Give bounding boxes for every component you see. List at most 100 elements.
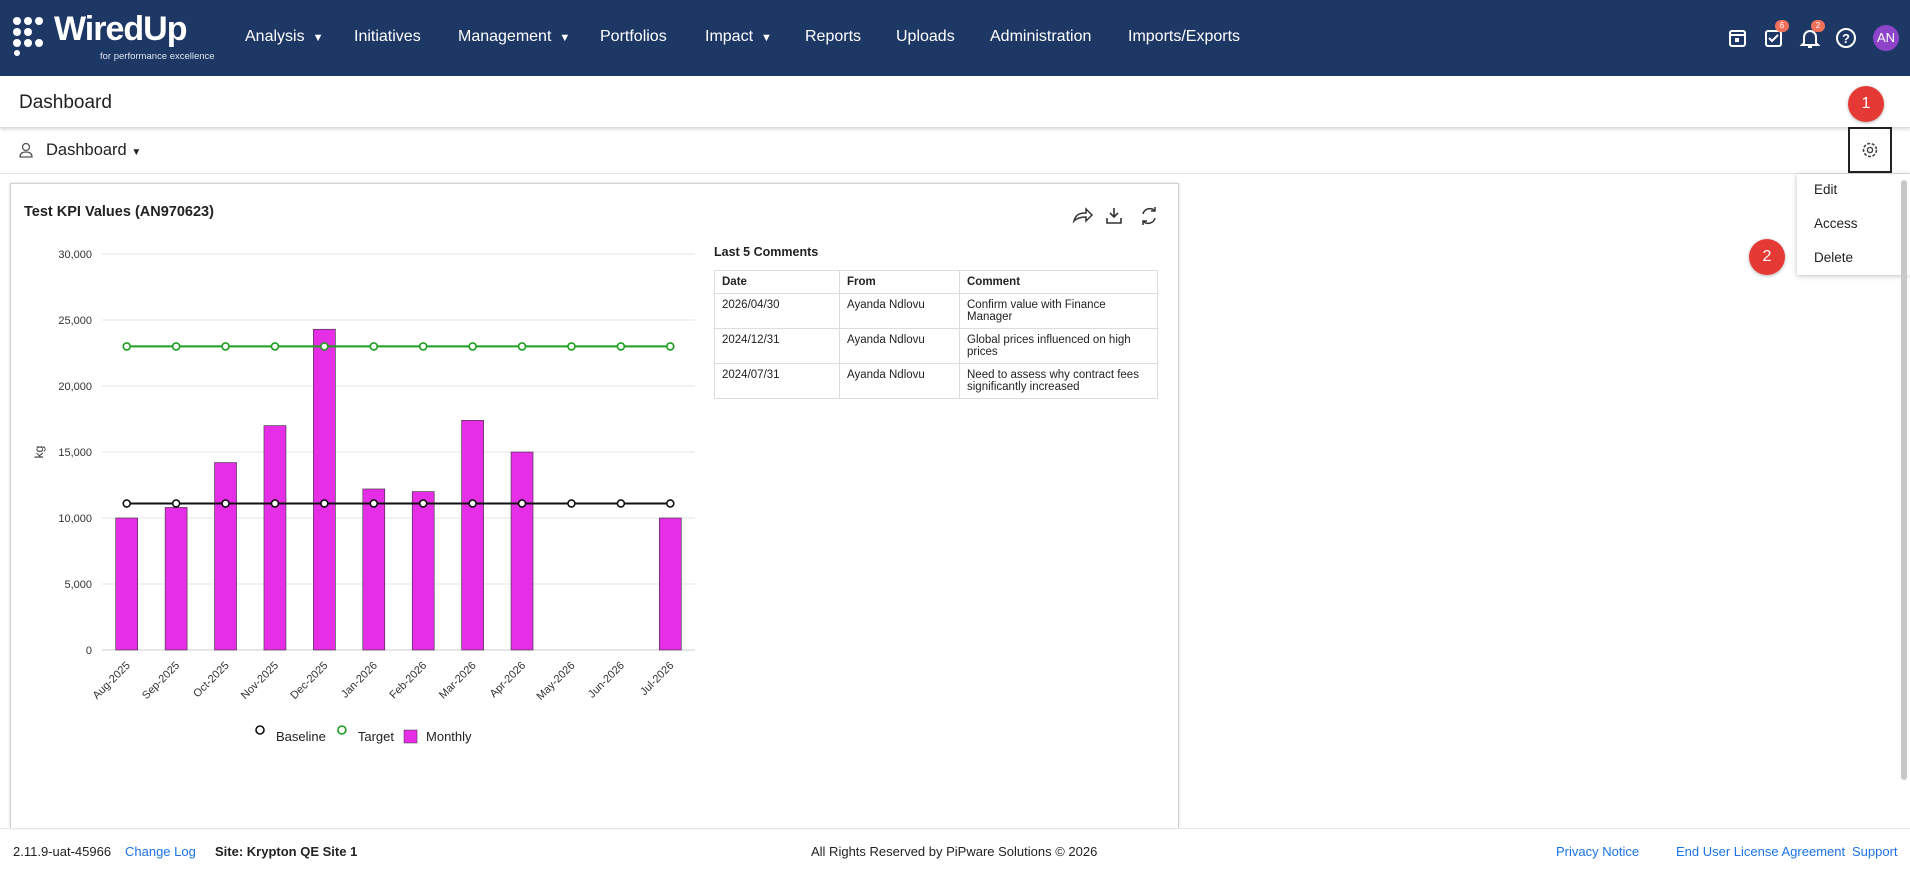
nav-item[interactable]: Imports/Exports (1128, 28, 1240, 46)
line-point (221, 342, 230, 351)
cell: 2024/07/31 (714, 363, 840, 399)
legend-swatch (255, 725, 265, 735)
header-row: Date From Comment (714, 270, 1158, 294)
x-tick-label: Aug-2025 (91, 660, 133, 702)
legend-label: Monthly (426, 729, 472, 744)
nav-label: Analysis (245, 28, 305, 45)
cell: Ayanda Ndlovu (839, 293, 960, 329)
changelog-link[interactable]: Change Log (125, 844, 196, 859)
line-point (665, 342, 675, 351)
menu-item[interactable]: Edit (1814, 182, 1838, 197)
cell: Confirm value with Finance Manager (959, 293, 1158, 329)
nav-label: Uploads (896, 28, 955, 45)
cell: Ayanda Ndlovu (839, 328, 960, 364)
nav-item[interactable]: Management ▼ (458, 28, 570, 46)
avatar[interactable]: AN (1873, 25, 1899, 51)
line-point (122, 499, 132, 508)
tasks-icon[interactable] (1762, 26, 1786, 50)
footer: 2.11.9-uat-45966 Change Log Site: Krypto… (0, 828, 1910, 873)
bar (658, 517, 682, 651)
caret: ▼ (761, 32, 772, 44)
settings-button[interactable] (1848, 127, 1892, 173)
comments-title: Last 5 Comments (714, 245, 819, 259)
share-icon[interactable] (1072, 207, 1094, 224)
comment-row: 2024/07/31 Ayanda Ndlovu Need to assess wh… (714, 363, 1158, 399)
line-point (517, 342, 527, 351)
nav-item[interactable]: Portfolios (600, 28, 667, 46)
x-tick-label: Feb-2026 (388, 660, 430, 702)
calendar-icon[interactable] (1726, 26, 1750, 50)
download-icon[interactable] (1106, 208, 1122, 224)
dashboard-selector[interactable]: Dashboard ▼ (46, 141, 142, 159)
x-tick-label: Dec-2025 (288, 660, 330, 702)
y-tick-label: 10,000 (58, 513, 92, 525)
logo[interactable]: WiredUp (54, 10, 187, 48)
help-icon[interactable]: ? (1834, 26, 1858, 50)
legend-swatch (403, 729, 418, 744)
menu-item[interactable]: Access (1814, 216, 1858, 231)
logo-dots (13, 17, 43, 56)
cell: Global prices influenced on high prices (959, 328, 1158, 364)
legend-label: Baseline (276, 729, 326, 744)
bar (263, 425, 287, 651)
y-tick-label: 25,000 (58, 315, 92, 327)
site: Site: Krypton QE Site 1 (215, 844, 358, 859)
callout-badge: 2 (1749, 239, 1785, 275)
bell-icon[interactable] (1798, 26, 1822, 50)
nav-item[interactable]: Reports (805, 28, 861, 46)
x-tick-label: May-2026 (535, 660, 578, 703)
privacy-link[interactable]: Privacy Notice (1556, 844, 1640, 859)
bar (362, 488, 386, 651)
comment-row: 2024/12/31 Ayanda Ndlovu Global prices inf… (714, 328, 1158, 364)
bar (461, 420, 484, 651)
y-axis-label: kg (32, 446, 46, 459)
bar (164, 507, 188, 651)
nav-item[interactable]: Analysis ▼ (245, 28, 323, 46)
line-point (418, 499, 428, 508)
caret: ▼ (559, 32, 571, 44)
legend-swatch (337, 725, 347, 735)
line-point (320, 499, 329, 508)
nav-label: Imports/Exports (1128, 28, 1241, 45)
nav-item[interactable]: Impact ▼ (705, 28, 772, 46)
refresh-icon[interactable] (1142, 207, 1156, 225)
legend-label: Target (358, 729, 395, 744)
support-link[interactable]: Support (1852, 844, 1898, 859)
line-point (468, 499, 477, 508)
nav-item[interactable]: Uploads (896, 28, 955, 46)
cell: Ayanda Ndlovu (839, 363, 960, 399)
eula-link[interactable]: End User License Agreement (1676, 844, 1846, 859)
copyright: All Rights Reserved by PiPware Solutions… (811, 844, 1098, 859)
svg-text:?: ? (1842, 31, 1850, 46)
line-point (567, 499, 576, 508)
line-point (665, 499, 675, 508)
menu-item[interactable]: Delete (1814, 250, 1854, 265)
column-header: From (839, 270, 960, 294)
nav-label: Administration (990, 28, 1092, 45)
x-tick-label: Apr-2026 (488, 660, 528, 700)
bar (214, 462, 237, 651)
task-badge: 6 (1775, 20, 1789, 32)
y-tick-label: 30,000 (58, 249, 92, 261)
widget-card: Test KPI Values (AN970623) 0 5,000 10,000 1… (10, 183, 1179, 828)
x-tick-label: Oct-2025 (191, 660, 231, 700)
bar (115, 517, 139, 651)
page-header: Dashboard (0, 76, 1910, 128)
x-tick-label: Jun-2026 (586, 660, 627, 701)
version: 2.11.9-uat-45966 (13, 844, 112, 859)
line-point (320, 342, 329, 351)
comments-table: Date From Comment 2026/04/30 Ayanda Ndlovu C… (714, 270, 1158, 399)
x-tick-label: Jan-2026 (339, 660, 380, 701)
dashboard-bar: Dashboard ▼ (0, 127, 1910, 174)
gear-icon (1862, 142, 1878, 158)
nav-label: Portfolios (600, 28, 667, 45)
y-tick-label: 20,000 (58, 381, 92, 393)
line-point (171, 342, 181, 351)
bar (313, 328, 336, 651)
nav-item[interactable]: Initiatives (354, 28, 421, 46)
column-header: Date (714, 270, 840, 294)
nav-item[interactable]: Administration (990, 28, 1091, 46)
notification-badge: 2 (1811, 20, 1825, 32)
x-tick-label: Jul-2026 (638, 660, 676, 698)
